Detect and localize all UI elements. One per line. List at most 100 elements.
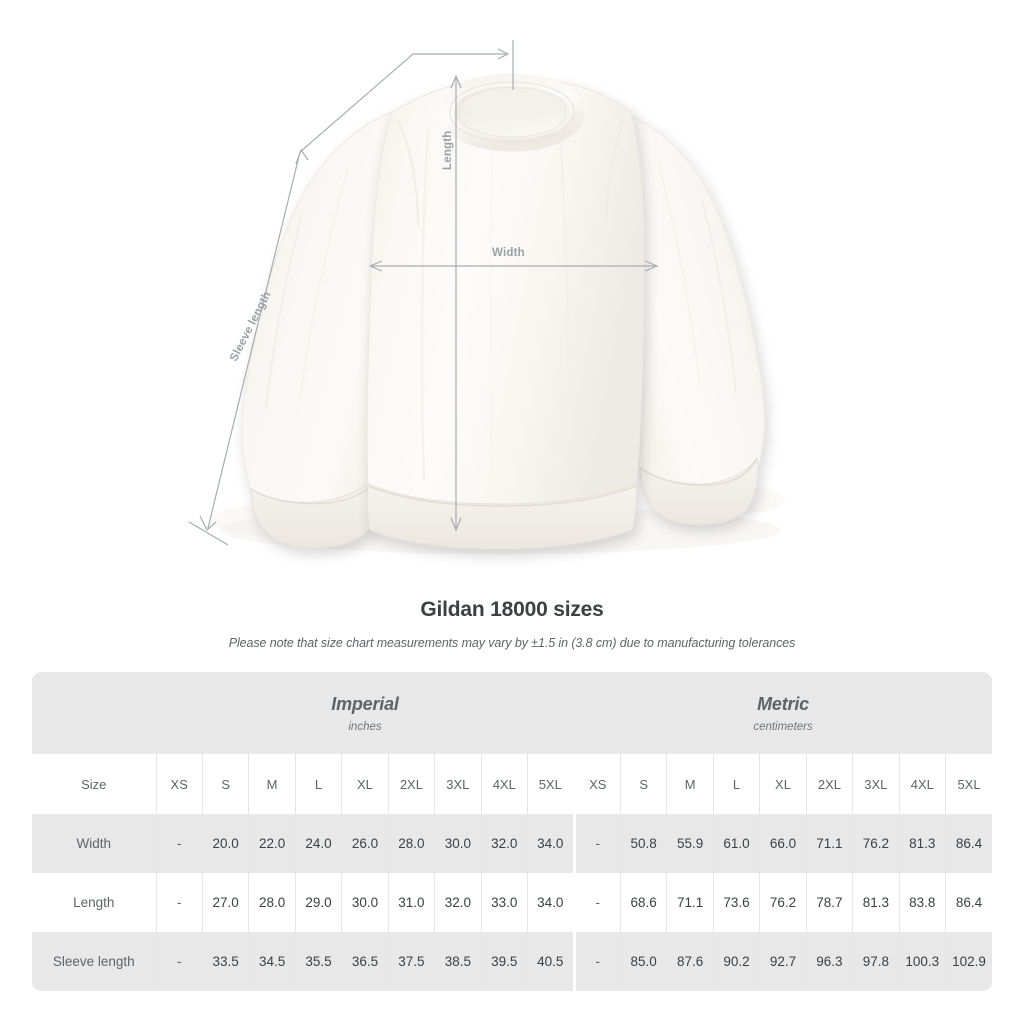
sweatshirt-diagram [188, 40, 765, 550]
cell-metric-xl: 66.0 [759, 814, 807, 873]
size-header-cell-metric-xl: XL [759, 754, 807, 814]
title-block: Gildan 18000 sizes Please note that size… [0, 598, 1024, 650]
table-row: Width - 20.0 22.0 24.0 26.0 28.0 30.0 32.0 34.0 - 5… [32, 814, 993, 873]
cell-metric-xs: - [572, 932, 621, 991]
empty-value-dash: - [176, 895, 182, 910]
size-header-cell-metric-s: S [619, 754, 667, 814]
size-header-cell-imperial-m: M [248, 754, 296, 814]
cell-imperial-xs: - [155, 932, 203, 991]
table-row: Sleeve length - 33.5 34.5 35.5 36.5 37.5 38.5 39… [32, 932, 993, 991]
cell-imperial-l: 35.5 [294, 932, 342, 991]
size-header-cell-metric-xs: XS [572, 754, 621, 814]
cell-imperial-m: 22.0 [248, 814, 296, 873]
cell-imperial-xl: 36.5 [341, 932, 389, 991]
size-header-cell-metric-3xl: 3XL [852, 754, 900, 814]
cell-imperial-4xl: 33.0 [480, 873, 528, 932]
empty-value-dash: - [595, 895, 600, 910]
cell-metric-4xl: 100.3 [898, 932, 946, 991]
table-row: Length - 27.0 28.0 29.0 30.0 31.0 32.0 33.0 34.0 -… [32, 873, 993, 932]
unit-name: Imperial [331, 693, 399, 714]
length-guide [450, 74, 462, 532]
unit-subtitle: inches [348, 720, 382, 733]
cell-metric-s: 50.8 [619, 814, 667, 873]
size-header-cell-imperial-xl: XL [341, 754, 389, 814]
cell-imperial-l: 29.0 [294, 873, 342, 932]
cell-metric-3xl: 81.3 [852, 873, 900, 932]
cell-metric-2xl: 96.3 [805, 932, 853, 991]
size-header-cell-metric-4xl: 4XL [898, 754, 946, 814]
cell-metric-3xl: 76.2 [852, 814, 900, 873]
cell-metric-2xl: 78.7 [805, 873, 853, 932]
page-title: Gildan 18000 sizes [420, 598, 604, 621]
length-measure-label: Length [442, 130, 454, 170]
cell-metric-xl: 92.7 [759, 932, 807, 991]
cell-metric-5xl: 102.9 [945, 932, 993, 991]
cell-imperial-2xl: 31.0 [387, 873, 435, 932]
cell-metric-s: 68.6 [619, 873, 667, 932]
cell-imperial-m: 34.5 [248, 932, 296, 991]
cell-metric-5xl: 86.4 [945, 814, 993, 873]
shoulder-guide [299, 40, 514, 153]
width-measure-label: Width [492, 247, 525, 259]
cell-metric-l: 90.2 [712, 932, 760, 991]
cell-imperial-m: 28.0 [248, 873, 296, 932]
cell-imperial-s: 33.5 [201, 932, 249, 991]
size-chart-table: Imperial inches Metric centimeters Size XS S M L… [32, 672, 993, 991]
cell-metric-m: 55.9 [666, 814, 714, 873]
size-header-cell-imperial-l: L [294, 754, 342, 814]
unit-subtitle: centimeters [753, 720, 813, 733]
cell-metric-m: 87.6 [666, 932, 714, 991]
size-chart-table-wrapper: Imperial inches Metric centimeters Size XS S M L… [32, 672, 993, 991]
size-header-cell-metric-m: M [666, 754, 714, 814]
cell-metric-l: 61.0 [712, 814, 760, 873]
size-header-cell-imperial-3xl: 3XL [434, 754, 482, 814]
cell-metric-xl: 76.2 [759, 873, 807, 932]
cell-imperial-2xl: 37.5 [387, 932, 435, 991]
unit-banner-imperial: Imperial inches [156, 672, 575, 754]
unit-banner-metric: Metric centimeters [574, 672, 993, 754]
cell-imperial-5xl: 40.5 [527, 932, 575, 991]
cell-metric-xs: - [572, 814, 621, 873]
empty-value-dash: - [595, 954, 600, 969]
size-header-label: Size [32, 754, 156, 814]
sleeve-length-guide [188, 148, 309, 546]
measurement-row-label: Width [32, 814, 156, 873]
measurement-row-label: Sleeve length [32, 932, 156, 991]
cell-imperial-s: 27.0 [201, 873, 249, 932]
size-header-cell-imperial-5xl: 5XL [527, 754, 575, 814]
empty-value-dash: - [176, 954, 182, 969]
cell-imperial-3xl: 30.0 [434, 814, 482, 873]
cell-imperial-3xl: 32.0 [434, 873, 482, 932]
size-header-cell-metric-2xl: 2XL [805, 754, 853, 814]
cell-metric-4xl: 81.3 [898, 814, 946, 873]
collar [439, 73, 585, 152]
size-header-cell-imperial-xs: XS [155, 754, 203, 814]
empty-value-dash: - [176, 836, 182, 851]
cell-metric-5xl: 86.4 [945, 873, 993, 932]
measurement-guides [188, 40, 659, 546]
cell-metric-xs: - [572, 873, 621, 932]
width-guide [368, 260, 659, 272]
cell-metric-2xl: 71.1 [805, 814, 853, 873]
cell-imperial-3xl: 38.5 [434, 932, 482, 991]
cell-imperial-5xl: 34.0 [527, 873, 575, 932]
size-header-cell-metric-5xl: 5XL [945, 754, 993, 814]
empty-value-dash: - [595, 836, 600, 851]
sweatshirt-body [366, 81, 645, 550]
size-header-row: Size XS S M L XL 2XL 3XL 4XL 5XL XS S M L XL 2XL 3XL 4XL 5… [32, 754, 993, 814]
tolerance-note: Please note that size chart measurements… [228, 636, 796, 650]
unit-banner-row: Imperial inches Metric centimeters [32, 672, 993, 754]
cell-metric-4xl: 83.8 [898, 873, 946, 932]
cell-metric-l: 73.6 [712, 873, 760, 932]
garment-illustration: Width Length Sleeve length [188, 40, 765, 550]
unit-name: Metric [757, 693, 809, 714]
size-header-cell-imperial-4xl: 4XL [480, 754, 528, 814]
cell-metric-s: 85.0 [619, 932, 667, 991]
cell-imperial-4xl: 39.5 [480, 932, 528, 991]
cell-imperial-4xl: 32.0 [480, 814, 528, 873]
banner-corner [32, 672, 156, 754]
cell-imperial-xs: - [155, 814, 203, 873]
size-header-cell-imperial-s: S [201, 754, 249, 814]
cell-imperial-s: 20.0 [201, 814, 249, 873]
cell-metric-m: 71.1 [666, 873, 714, 932]
